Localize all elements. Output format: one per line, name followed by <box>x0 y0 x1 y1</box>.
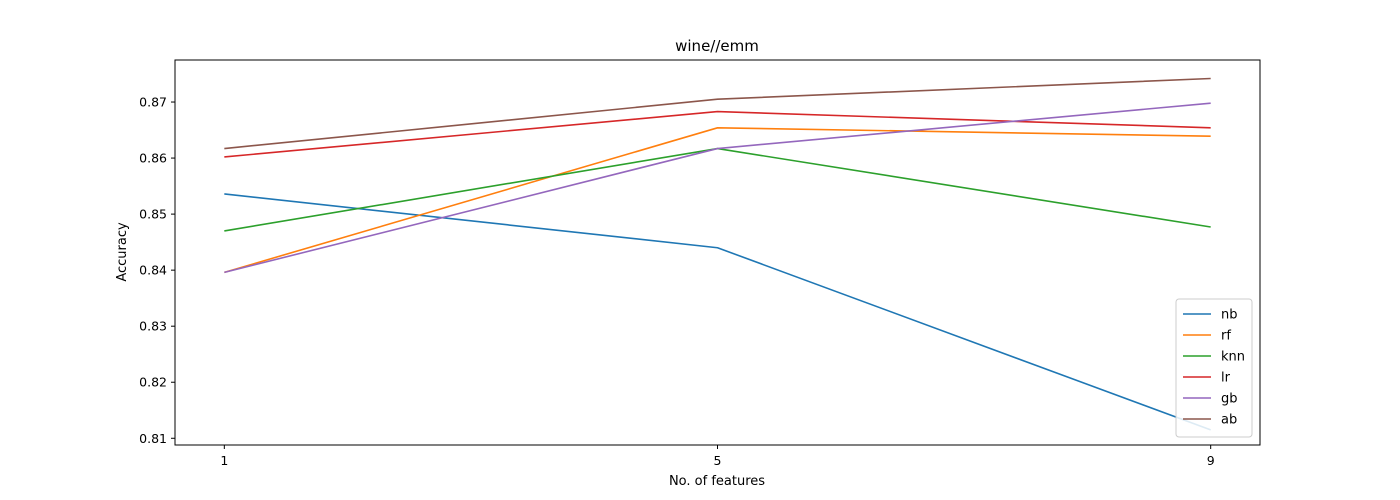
y-axis-label: Accuracy <box>115 222 130 282</box>
y-tick-label: 0.81 <box>139 431 167 446</box>
y-tick-label: 0.87 <box>139 95 167 110</box>
series-line-knn <box>224 147 1211 232</box>
x-tick-label: 5 <box>714 453 722 468</box>
series-line-rf <box>224 127 1211 274</box>
series-line-lr <box>224 110 1211 158</box>
x-axis-label: No. of features <box>669 474 765 489</box>
y-tick-label: 0.83 <box>139 319 167 334</box>
chart-title: wine//emm <box>675 37 759 55</box>
series-line-nb <box>224 193 1211 431</box>
x-axis: 1 5 9 <box>220 445 1215 468</box>
legend-label-ab: ab <box>1221 413 1237 428</box>
y-axis: 0.81 0.82 0.83 0.84 0.85 0.86 0.87 <box>139 95 175 446</box>
legend-label-nb: nb <box>1221 308 1238 323</box>
legend-box <box>1175 298 1253 438</box>
x-tick-label: 1 <box>220 453 228 468</box>
legend-label-gb: gb <box>1221 392 1238 407</box>
plot-area <box>224 77 1211 431</box>
y-tick-label: 0.82 <box>139 375 167 390</box>
x-tick-label: 9 <box>1207 453 1215 468</box>
legend-label-lr: lr <box>1221 371 1231 386</box>
series-line-ab <box>224 77 1211 150</box>
legend: nb rf knn lr gb ab <box>1175 298 1253 438</box>
legend-label-rf: rf <box>1221 329 1231 344</box>
y-tick-label: 0.84 <box>139 263 167 278</box>
series-line-gb <box>224 102 1211 274</box>
legend-label-knn: knn <box>1221 350 1245 365</box>
y-tick-label: 0.85 <box>139 207 167 222</box>
y-tick-label: 0.86 <box>139 151 167 166</box>
